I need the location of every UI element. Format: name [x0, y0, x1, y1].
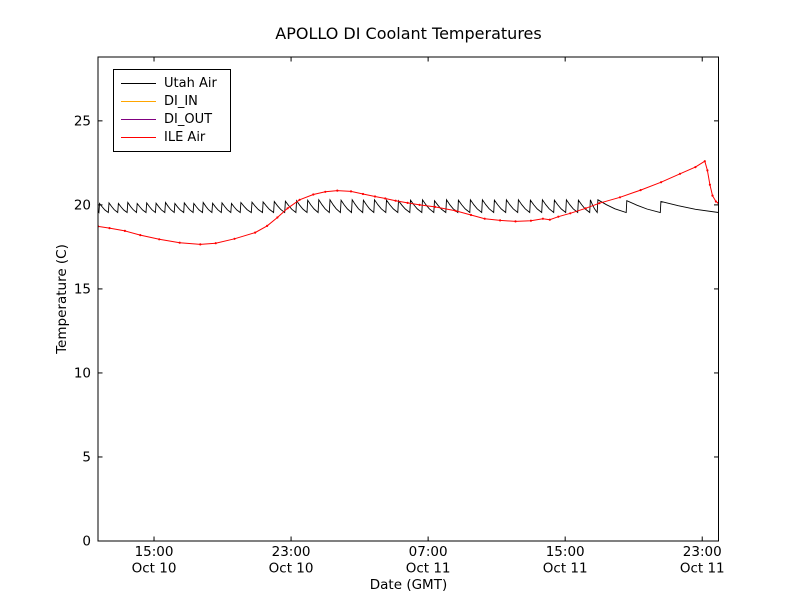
data-marker: [266, 224, 269, 227]
data-marker: [548, 218, 551, 221]
legend-item: DI_OUT: [114, 110, 230, 128]
legend-line-swatch: [121, 118, 156, 120]
data-marker: [618, 196, 622, 199]
y-tick-label: 15: [74, 281, 91, 297]
legend-line-swatch: [121, 82, 156, 84]
legend-line-swatch: [121, 136, 156, 138]
chart-title: APOLLO DI Coolant Temperatures: [275, 24, 542, 43]
data-marker: [233, 237, 236, 240]
data-marker: [158, 238, 161, 241]
x-tick-date-label: Oct 11: [543, 561, 588, 577]
data-marker: [557, 215, 560, 218]
legend-item: ILE Air: [114, 128, 230, 146]
data-marker: [660, 181, 663, 184]
axes-frame: [97, 56, 719, 542]
data-marker: [454, 209, 457, 212]
data-marker: [349, 190, 353, 193]
data-marker: [469, 213, 473, 217]
data-marker: [312, 193, 315, 196]
y-axis-label: Temperature (C): [54, 244, 70, 354]
legend-label: ILE Air: [164, 129, 206, 145]
data-marker: [639, 189, 642, 192]
x-tick-time-label: 15:00: [135, 544, 174, 560]
legend-label: DI_IN: [164, 93, 198, 109]
data-marker: [598, 202, 601, 205]
data-marker: [214, 242, 217, 245]
data-marker: [298, 198, 301, 201]
y-tick-label: 0: [82, 534, 91, 550]
y-tick-label: 20: [74, 197, 91, 213]
x-tick-date-label: Oct 10: [269, 561, 314, 577]
x-axis-label: Date (GMT): [369, 577, 448, 593]
data-marker: [529, 219, 533, 222]
data-marker: [678, 172, 682, 175]
series-group: [98, 160, 719, 541]
data-marker: [694, 166, 697, 169]
data-marker: [361, 192, 365, 196]
data-marker: [418, 203, 421, 206]
x-tick-time-label: 23:00: [683, 544, 722, 560]
data-marker: [433, 205, 437, 208]
data-marker: [336, 189, 339, 192]
legend: Utah Air DI_IN DI_OUT ILE Air: [113, 69, 231, 152]
data-marker: [123, 229, 126, 232]
data-marker: [276, 216, 279, 219]
legend-item: Utah Air: [114, 74, 230, 92]
data-marker: [714, 200, 718, 203]
x-tick-time-label: 15:00: [546, 544, 585, 560]
y-tick-label: 25: [74, 113, 91, 129]
data-marker: [286, 207, 289, 210]
data-marker: [373, 195, 377, 198]
data-marker: [199, 243, 202, 246]
data-marker: [406, 201, 409, 204]
data-marker: [711, 194, 714, 197]
legend-item: DI_IN: [114, 92, 230, 110]
x-tick-date-label: Oct 11: [406, 561, 451, 577]
y-tick-label: 10: [74, 365, 91, 381]
x-tick-date-label: Oct 10: [132, 561, 177, 577]
data-marker: [499, 219, 502, 222]
series-ile-air: [98, 160, 719, 245]
data-marker: [108, 227, 111, 230]
data-marker: [178, 241, 181, 244]
data-marker: [394, 199, 397, 202]
data-marker: [584, 207, 587, 210]
x-tick-time-label: 23:00: [272, 544, 311, 560]
legend-label: Utah Air: [164, 75, 217, 91]
data-marker: [139, 234, 142, 237]
data-marker: [706, 169, 709, 172]
legend-line-swatch: [121, 100, 156, 102]
data-marker: [483, 217, 486, 220]
series-utah-air: [98, 198, 719, 214]
data-marker: [324, 190, 327, 193]
data-marker: [703, 160, 706, 163]
data-marker: [569, 212, 572, 215]
x-tick-time-label: 07:00: [409, 544, 448, 560]
data-marker: [708, 183, 712, 186]
y-tick-label: 5: [82, 449, 91, 465]
data-marker: [514, 220, 517, 223]
x-tick-date-label: Oct 11: [680, 561, 725, 577]
data-marker: [541, 217, 545, 220]
data-marker: [254, 231, 257, 234]
data-marker: [384, 197, 387, 200]
legend-label: DI_OUT: [164, 111, 213, 127]
